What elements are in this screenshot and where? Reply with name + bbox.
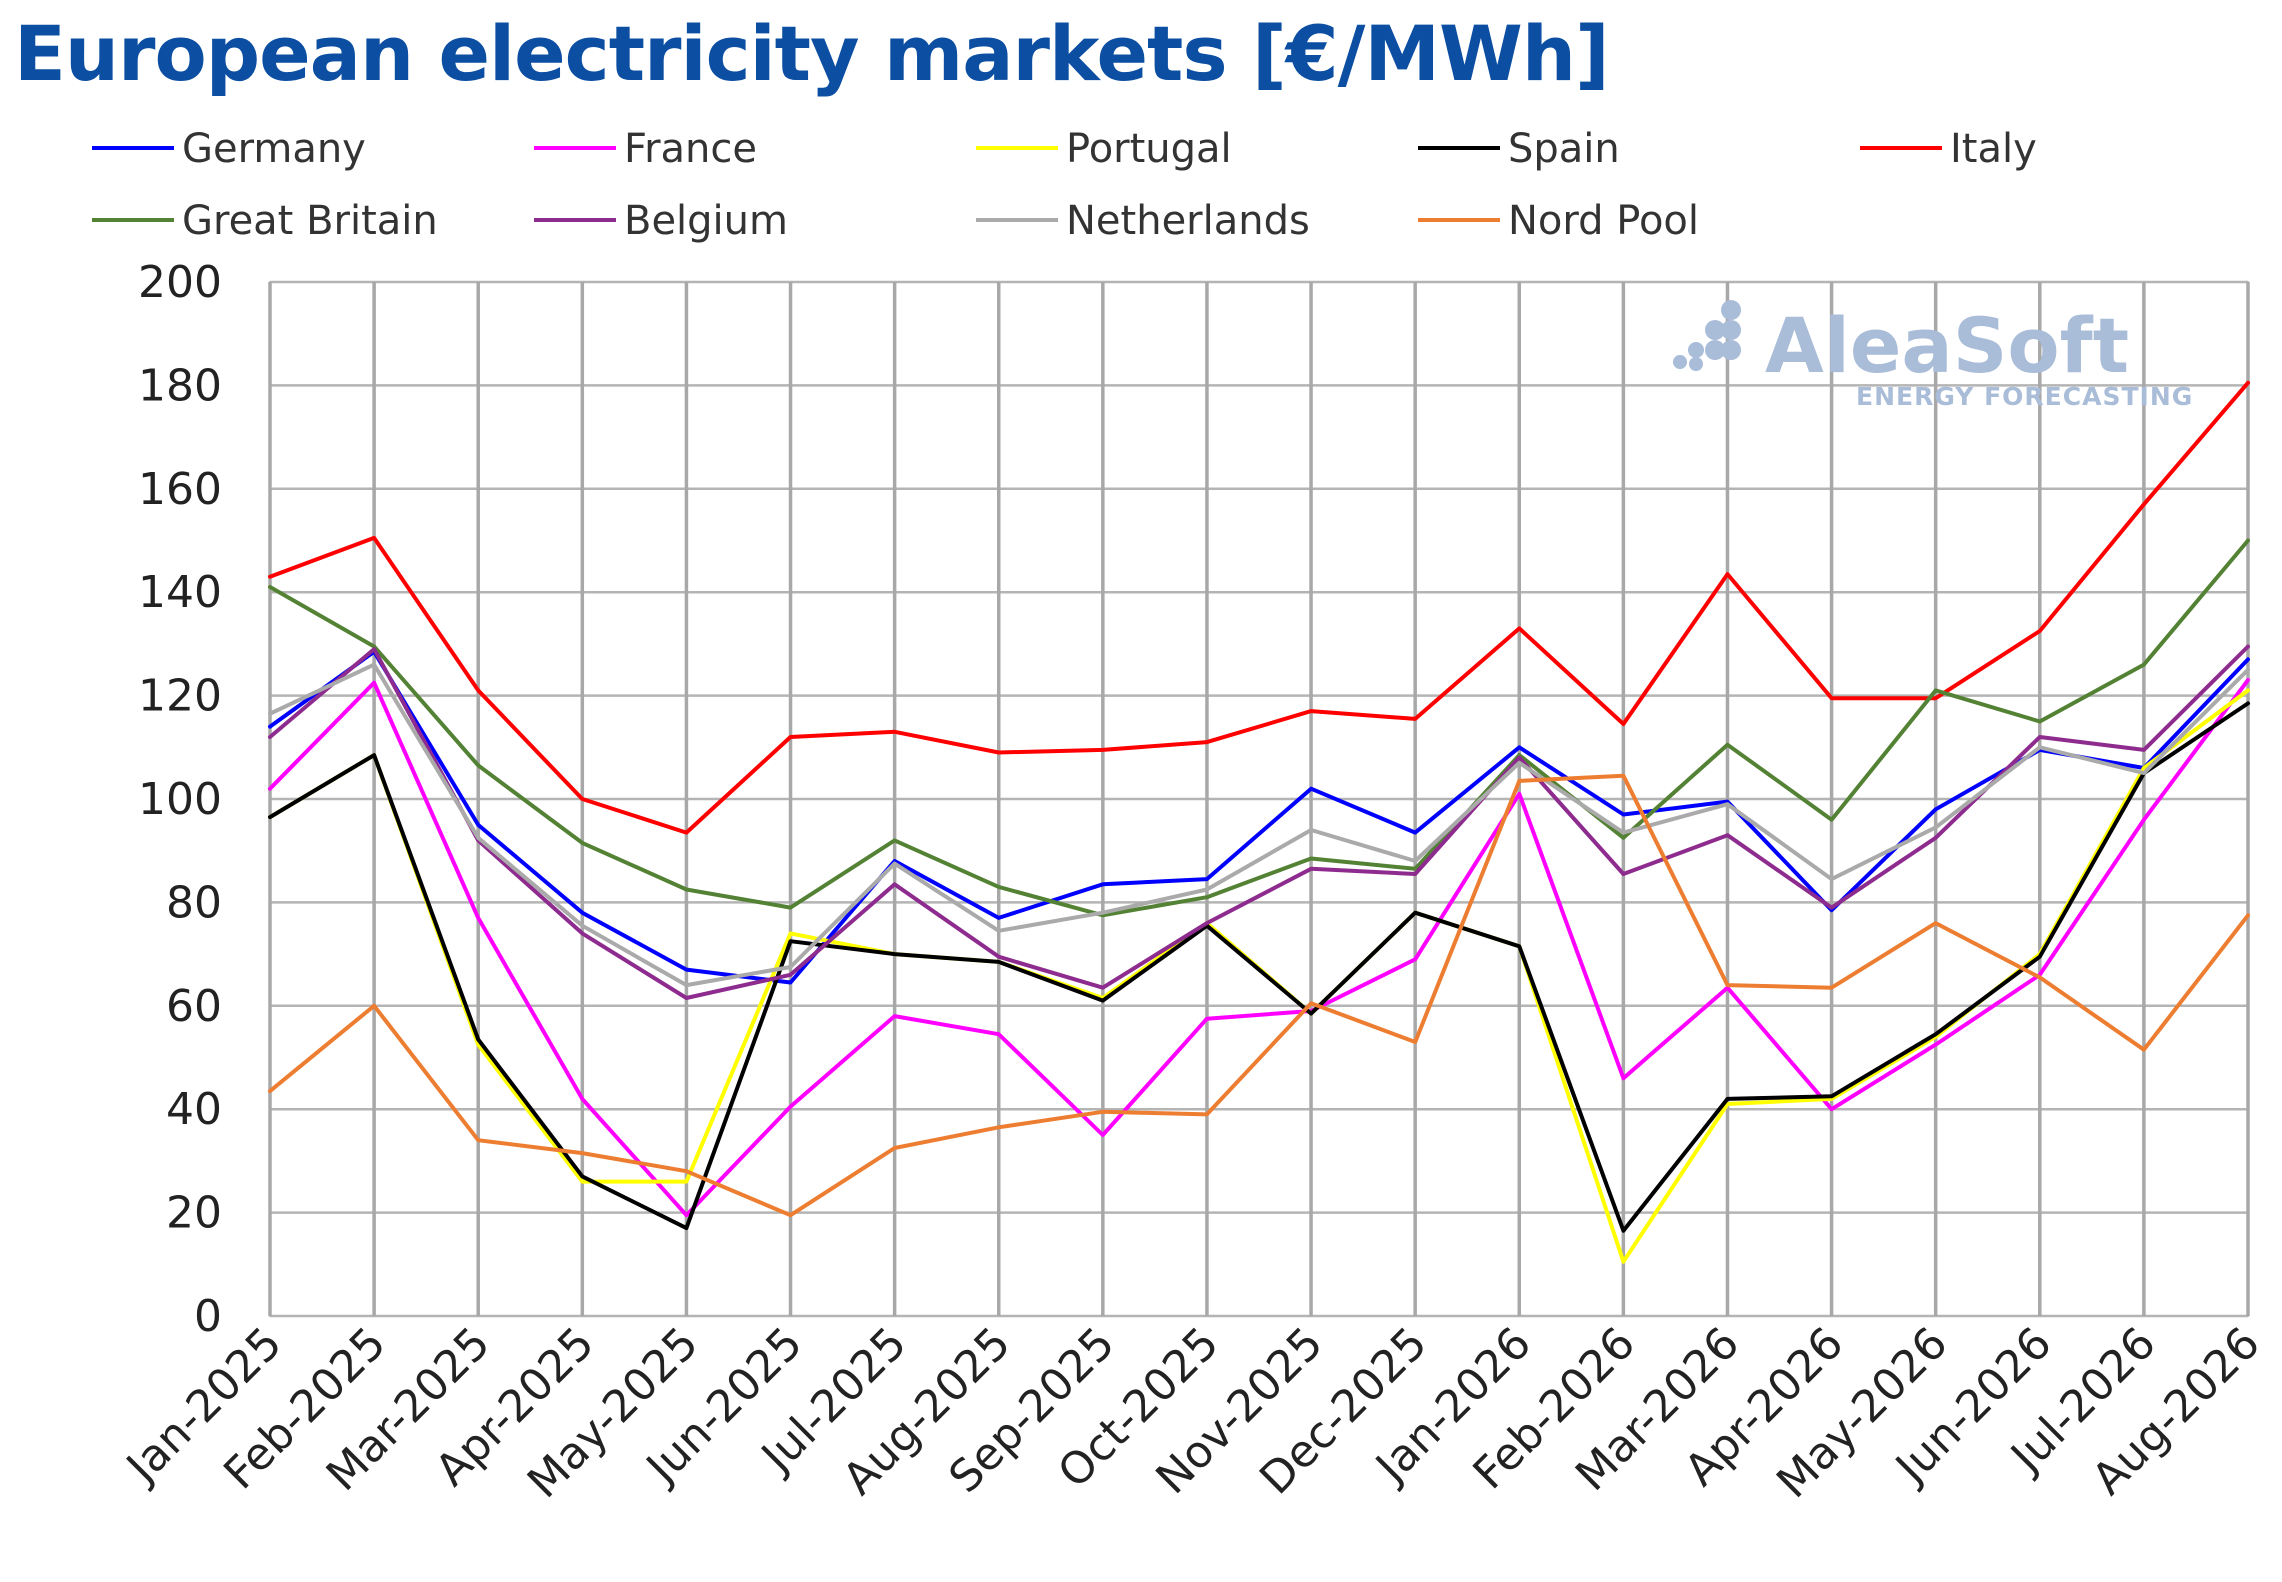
- legend-label-spain: Spain: [1508, 126, 1620, 172]
- y-tick-label: 20: [166, 1188, 222, 1239]
- y-tick-label: 60: [166, 981, 222, 1032]
- y-tick-label: 180: [138, 360, 222, 411]
- y-tick-label: 0: [194, 1291, 222, 1342]
- logo-dot: [1721, 320, 1741, 340]
- logo-dot: [1721, 340, 1741, 360]
- series-line-nord-pool: [268, 773, 2250, 1218]
- legend-label-great-britain: Great Britain: [182, 198, 438, 244]
- series-line-france: [268, 678, 2250, 1218]
- legend-label-belgium: Belgium: [624, 198, 788, 244]
- legend-label-italy: Italy: [1950, 126, 2037, 172]
- legend-label-france: France: [624, 126, 757, 172]
- y-tick-label: 120: [138, 671, 222, 722]
- logo-dot: [1689, 357, 1703, 371]
- series-line-italy: [268, 380, 2250, 835]
- y-tick-label: 160: [138, 464, 222, 515]
- logo-dot: [1688, 342, 1704, 358]
- legend-label-portugal: Portugal: [1066, 126, 1232, 172]
- series-line-great-britain: [268, 538, 2250, 918]
- legend-label-netherlands: Netherlands: [1066, 198, 1310, 244]
- logo-dot: [1673, 355, 1687, 369]
- legend-label-germany: Germany: [182, 126, 366, 172]
- series-line-spain: [268, 701, 2250, 1233]
- series-lines: [268, 380, 2250, 1264]
- y-tick-label: 200: [138, 257, 222, 308]
- series-line-netherlands: [268, 662, 2250, 988]
- logo-dot: [1705, 320, 1725, 340]
- logo-dot: [1705, 340, 1725, 360]
- y-tick-label: 80: [166, 877, 222, 928]
- watermark-brand: AleaSoft: [1765, 301, 2129, 390]
- chart-title: European electricity markets [€/MWh]: [14, 9, 1610, 98]
- grid: [268, 280, 2250, 1318]
- watermark-tagline: ENERGY FORECASTING: [1856, 382, 2193, 411]
- aleasoft-watermark: AleaSoft ENERGY FORECASTING: [1673, 300, 2193, 411]
- y-axis-ticks: 0 20 40 60 80 100 120 140 160 180 200: [138, 257, 222, 1342]
- series-line-germany: [268, 649, 2250, 985]
- legend: Germany France Portugal Spain Italy Great Bri…: [92, 126, 2037, 244]
- y-tick-label: 100: [138, 774, 222, 825]
- x-axis-ticks: Jan-2025Feb-2025Mar-2025Apr-2025May-2025…: [115, 1318, 2270, 1508]
- logo-dot: [1721, 300, 1741, 320]
- y-tick-label: 140: [138, 567, 222, 618]
- y-tick-label: 40: [166, 1084, 222, 1135]
- series-line-belgium: [268, 644, 2250, 1000]
- aleasoft-logo-icon: [1673, 300, 1741, 371]
- legend-label-nord-pool: Nord Pool: [1508, 198, 1699, 244]
